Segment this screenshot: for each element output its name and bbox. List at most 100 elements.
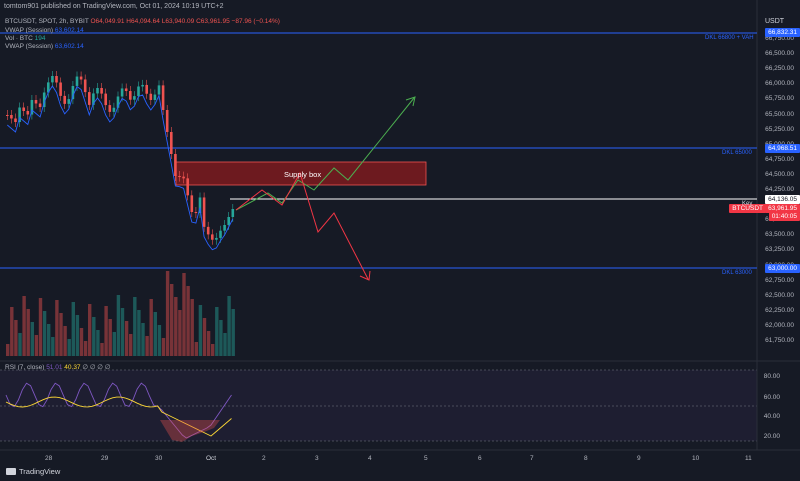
currency-label[interactable]: USDT [765, 18, 785, 25]
volume-bar [157, 325, 162, 356]
volume-bar [59, 313, 63, 356]
candle-body [112, 107, 116, 112]
candle-body [227, 217, 230, 225]
candle-body [14, 118, 17, 122]
candle-body [30, 100, 34, 115]
candle-body [47, 82, 50, 93]
volume-bar [206, 331, 211, 356]
legend-vwap-1[interactable]: VWAP (Session) 63,602.14 [5, 27, 84, 34]
rsi-line [5, 382, 232, 439]
volume-bar [71, 302, 75, 356]
tradingview-icon [6, 468, 16, 475]
candle-body [157, 85, 161, 95]
volume-bar [120, 308, 125, 356]
time-axis-label: 10 [692, 455, 700, 462]
candle-body [141, 84, 144, 87]
bearish-path-arrow[interactable] [235, 171, 369, 280]
price-axis-label: 62,250.00 [765, 306, 794, 314]
label-low-level: DKL 63000 [722, 270, 752, 276]
time-axis-label: 6 [478, 455, 482, 462]
symbol-label[interactable]: BTCUSDT, SPOT, 2h, BYBIT [5, 18, 89, 25]
candle-body [18, 107, 21, 122]
candle-body [215, 237, 218, 240]
tag-current-price: 63,961.95 [765, 204, 800, 213]
price-axis-label: 65,750.00 [765, 95, 794, 103]
time-axis-label: 29 [101, 455, 109, 462]
price-axis-label: 64,250.00 [765, 186, 794, 193]
volume-bar [26, 309, 30, 356]
candle-body [174, 154, 177, 176]
candle-body [104, 93, 107, 106]
low-value: L63,940.09 [161, 18, 195, 25]
price-axis-label: 66,750.00 [765, 35, 794, 42]
time-axis-label: 9 [637, 455, 641, 462]
time-axis-label: 8 [584, 455, 588, 462]
publisher-line: tomtom901 published on TradingView.com, … [4, 3, 224, 10]
candle-body [108, 105, 112, 112]
candle-body [206, 226, 210, 235]
bearish-arrow-head [359, 270, 371, 281]
label-mid-level: DKL 65000 [722, 150, 752, 156]
volume-bar [174, 297, 178, 356]
bullish-arrow-head [405, 96, 416, 107]
bullish-path-arrow[interactable] [235, 97, 415, 211]
price-axis-label: 66,250.00 [765, 65, 794, 73]
candle-body [96, 88, 99, 94]
volume-bars [6, 271, 235, 356]
label-key-level: Key [742, 201, 753, 207]
candle-body [83, 79, 87, 93]
label-top-level: DKL 66800 + VAH [705, 35, 754, 41]
volume-bar [219, 320, 223, 356]
rsi-axis-80: 80.00 [763, 373, 780, 380]
candle-body [223, 225, 226, 231]
volume-bar [190, 299, 194, 356]
candle-body [198, 197, 202, 214]
candle-body [116, 96, 120, 108]
candle-body [149, 93, 153, 100]
volume-bar [186, 286, 190, 356]
legend-volume[interactable]: Vol · BTC 194 [5, 35, 45, 42]
volume-bar [161, 338, 166, 356]
candle-body [75, 76, 79, 86]
rsi-ma-value: 40.37 [64, 364, 81, 371]
price-axis-label: 66,000.00 [765, 80, 794, 88]
change-value: −87.96 (−0.14%) [231, 18, 280, 25]
legend-vwap-2[interactable]: VWAP (Session) 63,602.14 [5, 43, 84, 50]
rsi-extra: ∅ ∅ ∅ ∅ [82, 364, 111, 371]
candle-body [67, 99, 71, 104]
rsi-name: RSI (7, close) [5, 364, 45, 371]
tradingview-logo: TradingView [6, 467, 60, 476]
candle-body [161, 85, 165, 110]
price-axis-label: 64,500.00 [765, 170, 794, 178]
time-axis-label: Oct [206, 455, 217, 462]
volume-bar [92, 317, 96, 356]
rsi-legend[interactable]: RSI (7, close) 51.01 40.37 ∅ ∅ ∅ ∅ [5, 363, 110, 371]
volume-bar [88, 304, 92, 356]
candle-body [178, 176, 181, 177]
candle-body [63, 95, 66, 104]
legend-name: VWAP (Session) [5, 43, 54, 50]
candle-body [42, 92, 46, 107]
volume-bar [215, 307, 219, 356]
candle-body [10, 115, 13, 119]
legend-name: VWAP (Session) [5, 27, 54, 34]
supply-box-label: Supply box [284, 170, 322, 179]
volume-bar [153, 312, 157, 356]
candle-body [231, 209, 235, 217]
vwap-line [7, 85, 234, 251]
volume-bar [96, 330, 100, 356]
volume-bar [231, 309, 235, 356]
rsi-band [0, 370, 757, 441]
price-axis-label: 62,000.00 [765, 321, 794, 329]
candle-body [22, 107, 25, 111]
volume-bar [22, 296, 26, 356]
candle-body [124, 88, 128, 92]
volume-bar [182, 273, 186, 356]
volume-bar [10, 307, 14, 356]
volume-bar [14, 320, 18, 356]
candle-body [71, 85, 75, 100]
volume-bar [100, 343, 104, 356]
candle-body [194, 212, 198, 214]
time-axis-label: 28 [45, 455, 53, 462]
